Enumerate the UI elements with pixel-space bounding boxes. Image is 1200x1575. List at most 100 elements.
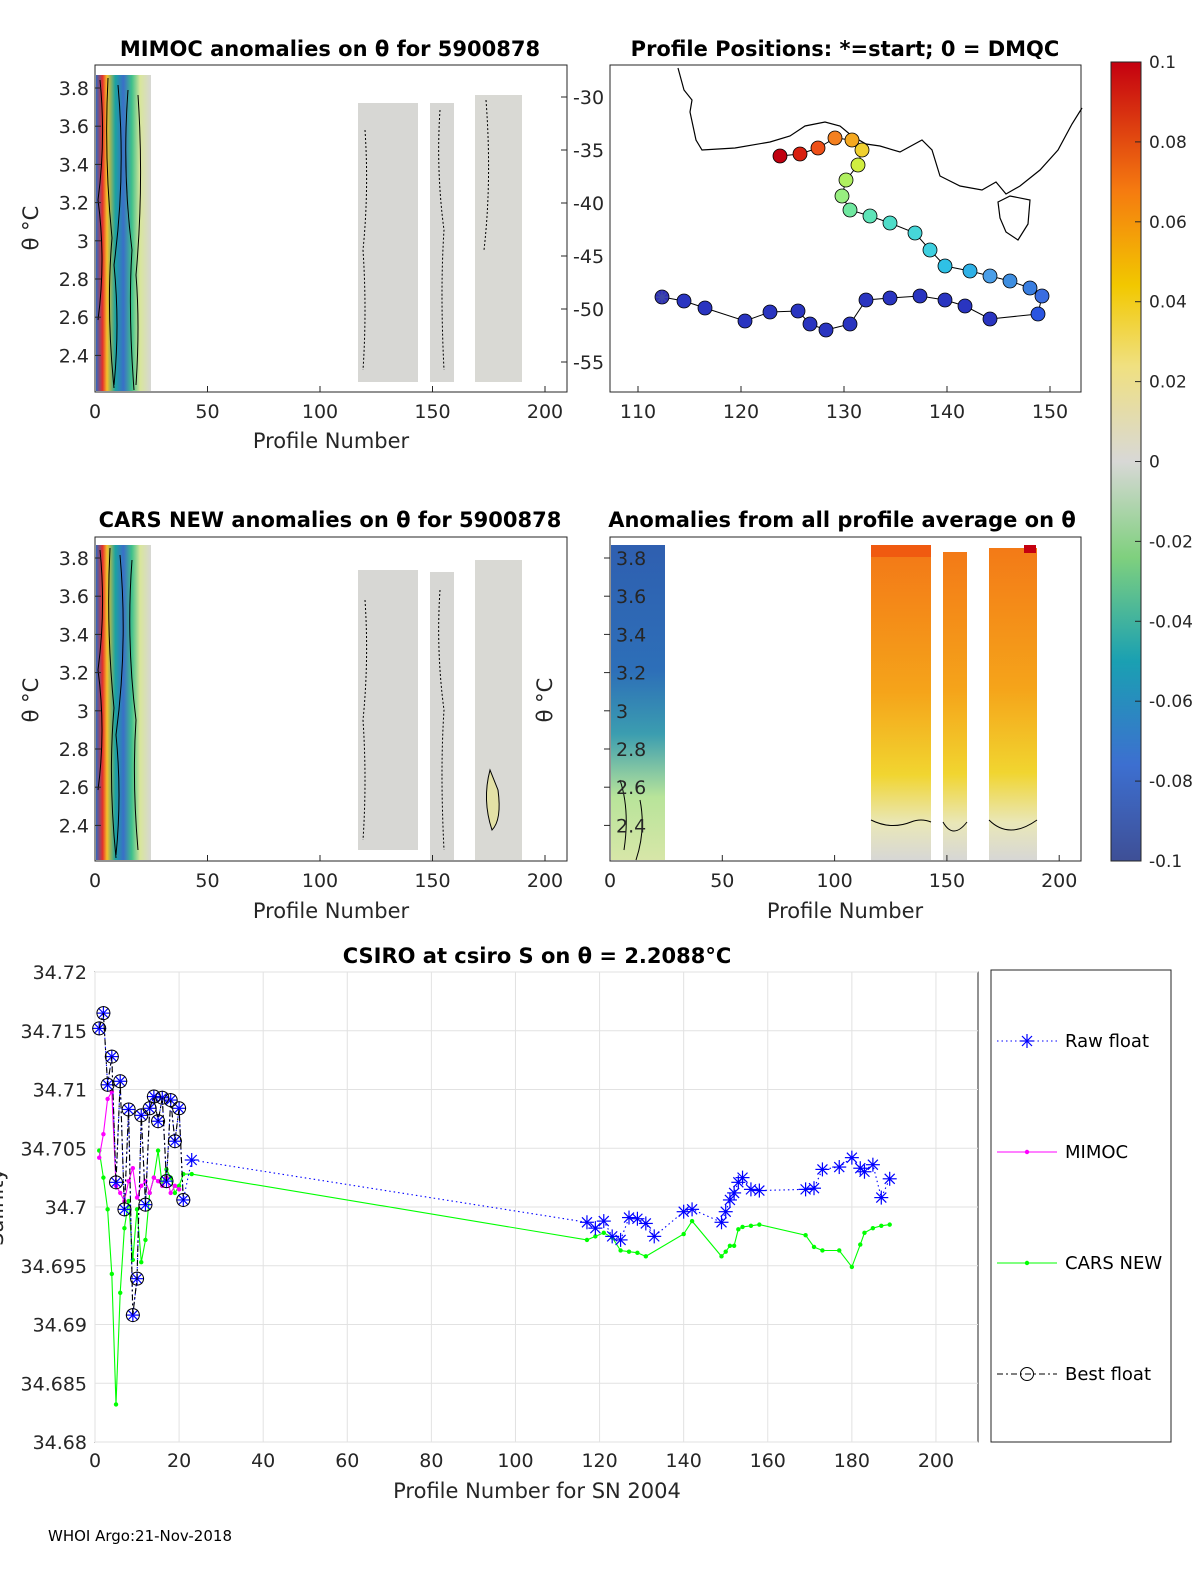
raw-float-point [727,1185,742,1200]
xtick-label: 50 [195,870,219,892]
salinity-yticks: 34.72 34.715 34.71 34.705 34.7 34.695 34.69 34.… [21,962,87,1454]
avg-contours-early [619,779,643,861]
mimoc-title: MIMOC anomalies on θ for 5900878 [120,37,540,61]
ytick-label: 2.8 [59,269,89,291]
ytick-label: 3.2 [59,193,89,215]
cars-point [723,1249,728,1254]
profile-position-marker [1002,273,1018,289]
xtick-label: 200 [1041,870,1077,892]
map-xticks: 110 120 130 140 150 [620,386,1068,423]
profile-position-marker [838,172,854,188]
ytick-label: 2.6 [59,777,89,799]
cars-point [626,1249,632,1254]
mimoc-contours-early [97,77,142,391]
profile-position-marker [676,293,692,309]
map-axes [609,64,1082,393]
salinity-ytick-label: 34.7 [45,1197,87,1219]
colorbar-tick-label: -0.04 [1149,612,1193,632]
best-float-point [138,1197,153,1212]
cars-point [118,1290,123,1295]
xtick-label: 140 [929,401,965,423]
profile-position-marker [762,304,778,320]
legend-entry: CARS NEW [997,1253,1162,1274]
ytick-label: 3 [77,231,89,253]
ytick-label: 3.2 [59,663,89,685]
profile-position-marker [802,316,818,332]
cars-point [143,1237,148,1243]
ytick-label: 3.4 [59,624,89,646]
best-float-point [151,1114,166,1129]
cars-point [101,1175,106,1180]
best-float-point [109,1175,124,1190]
legend-label: CARS NEW [1065,1253,1162,1274]
cars-point [681,1231,686,1237]
avg-block-3-top [1024,545,1036,553]
salinity-ytick-label: 34.68 [33,1432,87,1454]
raw-float-point [588,1221,603,1236]
best-float-point [159,1174,174,1189]
best-float-point [172,1101,187,1116]
ytick-label: 3.8 [59,548,89,570]
profile-position-marker [827,130,843,146]
ytick-label: -30 [573,87,604,109]
cars-point [736,1227,741,1232]
xtick-label: 150 [1032,401,1068,423]
raw-float-point [865,1157,880,1172]
cars-point [635,1250,640,1256]
ytick-label: 3.8 [616,548,646,570]
cars-point [593,1234,598,1239]
xtick-label: 0 [604,870,616,892]
ytick-label: -50 [573,299,604,321]
legend-entry: MIMOC [997,1142,1128,1163]
cars-panel: CARS NEW anomalies on θ for 5900878 3.83… [19,508,568,923]
xtick-label: 150 [414,870,450,892]
ytick-label: -40 [573,193,604,215]
xtick-label: 100 [302,870,338,892]
colorbar-tick-label: 0.02 [1149,373,1187,393]
profile-position-marker [962,263,978,279]
mimoc-point [168,1190,173,1196]
best-float-point [104,1049,119,1064]
best-float-point [117,1202,132,1217]
cars-xticks: 0 50 100 150 200 [89,855,563,892]
xtick-label: 0 [89,870,101,892]
profile-position-marker [1034,288,1050,304]
mimoc-point [130,1166,136,1171]
profile-position-marker [1030,306,1046,322]
best-float-point [155,1090,170,1105]
xtick-label: 50 [710,870,734,892]
cars-ylabel: θ °C [19,678,43,723]
salinity-xtick-label: 0 [89,1450,101,1472]
mimoc-point [97,1155,102,1160]
best-float-point [113,1074,128,1089]
profile-position-marker [858,292,874,308]
mimoc-point [139,1183,144,1189]
profile-position-marker [854,142,870,158]
salinity-xlabel: Profile Number for SN 2004 [393,1479,681,1503]
xtick-label: 0 [89,401,101,423]
salinity-ylabel: Salinity [0,1168,8,1246]
raw-float-point [752,1183,767,1198]
raw-float-point [613,1232,628,1247]
avg-block-2 [943,552,967,860]
ytick-label: 3 [77,701,89,723]
salinity-series [92,1006,897,1407]
cars-yticks: 3.8 3.6 3.4 3.2 3 2.8 2.6 2.4 [59,548,101,837]
cars-point [811,1244,817,1250]
profile-position-marker [654,289,670,305]
map-title: Profile Positions: *=start; 0 = DMQC [631,37,1060,61]
colorbar-tick-label: -0.06 [1149,692,1193,712]
colorbar-tick-label: 0 [1149,453,1160,473]
avg-block-1-top [871,545,931,557]
colorbar: 0.1 0.08 0.06 0.04 0.02 0 -0.02 -0.04 -0.06 -0.08… [1110,53,1193,872]
mimoc-panel: MIMOC anomalies on θ for 5900878 3.83.63… [19,37,568,453]
cars-new-line [98,1150,890,1405]
avg-xlabel: Profile Number [767,899,924,923]
legend-entry: Best float [997,1364,1151,1385]
profile-position-marker [862,208,878,224]
profile-position-marker [844,132,860,148]
best-float-point [167,1134,182,1149]
raw-float-point [109,1175,124,1190]
salinity-xtick-label: 80 [419,1450,443,1472]
